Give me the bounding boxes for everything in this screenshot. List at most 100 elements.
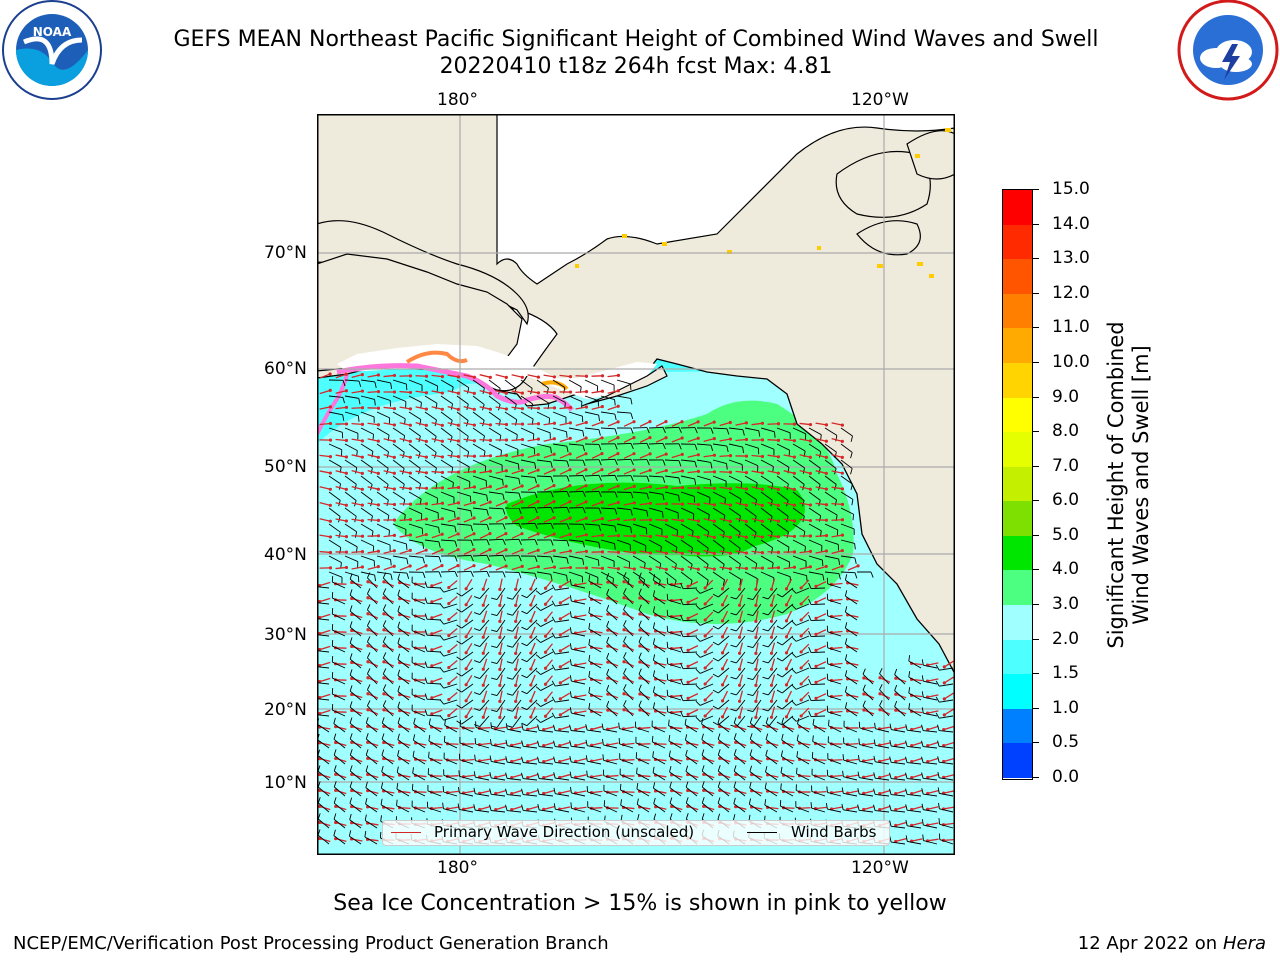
wave-direction-arrow	[431, 549, 443, 555]
colorbar-tick-label: 8.0	[1052, 421, 1080, 442]
wave-direction-arrow	[738, 674, 744, 686]
wave-direction-arrowhead	[536, 516, 540, 520]
wave-direction-arrowhead	[376, 439, 380, 443]
wind-barb-flag	[844, 654, 848, 661]
wind-barb-staff	[411, 678, 426, 685]
wind-barb-flag	[646, 510, 649, 517]
wind-barb-staff	[923, 712, 938, 717]
wave-direction-arrowhead	[344, 565, 349, 570]
wave-direction-arrow	[383, 550, 395, 554]
wind-barb-flag	[521, 626, 528, 631]
wave-direction-arrowhead	[558, 633, 562, 637]
wind-barb-flag	[905, 740, 908, 747]
wave-direction-arrowhead	[488, 375, 492, 379]
wave-direction-arrowhead	[488, 391, 492, 395]
wind-barb-staff	[367, 641, 378, 653]
wind-barb-flag	[857, 755, 860, 762]
wind-barb-staff	[717, 754, 730, 765]
wind-barb-staff	[536, 379, 549, 389]
wind-barb-flag	[489, 755, 492, 762]
wind-barb-staff	[894, 690, 906, 701]
wind-barb-staff	[526, 651, 538, 663]
wind-barb-staff	[444, 724, 458, 733]
wind-barb-flag	[582, 541, 585, 548]
wave-direction-arrow	[847, 742, 859, 746]
wave-direction-arrow	[623, 759, 635, 761]
wind-barb-flag	[349, 621, 353, 628]
wave-direction-arrow	[543, 501, 555, 507]
colorbar-segment	[1003, 328, 1032, 364]
wind-barb-staff	[859, 743, 874, 749]
wind-barb-staff	[424, 427, 437, 437]
wave-direction-arrow	[735, 806, 747, 810]
colorbar-tick-mark	[1033, 569, 1039, 571]
wind-barb-flag	[365, 765, 369, 772]
wave-direction-arrowhead	[382, 676, 386, 680]
wave-direction-arrow	[799, 550, 811, 554]
wind-barb-staff	[408, 491, 422, 500]
wind-barb-flag	[701, 813, 705, 820]
wind-barb-flag	[505, 756, 508, 763]
wind-barb-staff	[808, 539, 823, 546]
wave-direction-arrow	[770, 674, 776, 686]
wave-direction-arrow	[831, 438, 843, 442]
colorbar-tick-mark	[1033, 500, 1039, 502]
wind-barb-staff	[397, 707, 410, 717]
wave-direction-arrow	[655, 421, 667, 427]
wind-barb-flag	[382, 604, 387, 611]
wave-direction-arrow	[463, 422, 475, 426]
wind-barb-flag	[808, 646, 812, 653]
wind-barb-flag	[662, 427, 666, 433]
wave-direction-arrowhead	[481, 699, 485, 703]
wind-barb-staff	[568, 539, 583, 542]
wind-barb-staff	[568, 427, 583, 432]
wind-barb-flag	[333, 765, 337, 772]
wind-barb-staff	[424, 491, 438, 499]
wind-barb-flag	[470, 510, 473, 517]
wind-barb-flag	[397, 605, 401, 612]
wave-direction-arrowhead	[703, 698, 707, 702]
wind-barb-flag	[355, 467, 358, 474]
wind-barb-staff	[827, 808, 842, 813]
wave-direction-arrow	[543, 789, 555, 795]
wave-direction-arrowhead	[638, 628, 642, 632]
wind-barb-staff	[603, 729, 618, 733]
wave-direction-arrowhead	[792, 534, 797, 539]
wave-direction-arrowhead	[350, 692, 354, 697]
wave-direction-arrow	[639, 469, 651, 475]
wind-barb-flag	[456, 624, 462, 629]
wind-barb-staff	[699, 667, 714, 674]
wave-direction-arrowhead	[328, 421, 333, 426]
wind-barb-flag	[638, 604, 642, 611]
wave-direction-arrowhead	[664, 420, 668, 424]
wind-barb-staff	[728, 523, 741, 533]
wind-barb-staff	[540, 619, 554, 627]
wind-barb-staff	[428, 773, 442, 781]
wave-direction-arrowhead	[568, 436, 572, 440]
wave-direction-arrow	[515, 594, 519, 606]
wind-barb-flag	[566, 446, 569, 453]
footer-date: 12 Apr 2022 on Hera	[1078, 933, 1266, 955]
wave-direction-arrow	[671, 774, 683, 778]
wave-direction-arrow	[783, 486, 795, 490]
wave-direction-arrowhead	[606, 628, 610, 632]
wind-barb-flag	[678, 427, 682, 434]
wind-barb-flag	[765, 749, 768, 756]
wind-barb-staff	[875, 793, 890, 797]
wave-direction-arrow	[527, 438, 539, 442]
wind-barb-flag	[844, 606, 848, 613]
wave-direction-arrowhead	[382, 644, 386, 648]
wind-barb-staff	[600, 555, 615, 562]
wind-barb-staff	[862, 689, 874, 701]
wave-direction-arrow	[479, 805, 491, 811]
wave-direction-arrow	[545, 691, 553, 701]
wind-barb-flag	[791, 588, 797, 594]
wave-direction-arrow	[575, 598, 587, 602]
colorbar-segment	[1003, 293, 1032, 329]
wave-direction-arrowhead	[440, 439, 444, 443]
wind-barb-flag	[937, 787, 940, 794]
wind-barb-flag	[921, 675, 924, 682]
wind-barb-staff	[840, 523, 855, 530]
wind-barb-staff	[318, 634, 330, 637]
wind-barb-flag	[569, 755, 572, 763]
